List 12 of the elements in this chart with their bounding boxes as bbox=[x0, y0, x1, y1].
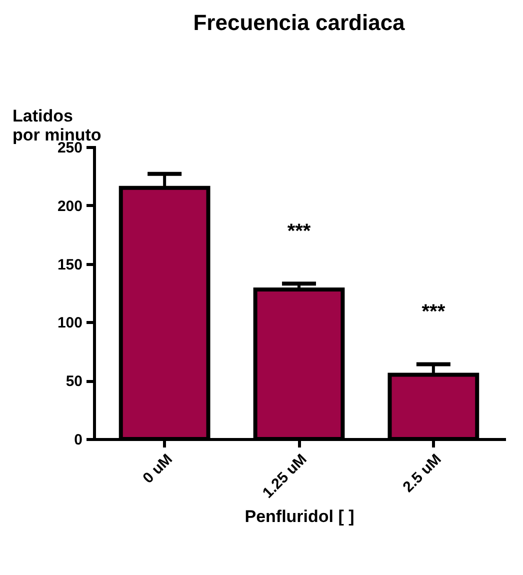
annotation: *** bbox=[287, 220, 311, 243]
y-tick-label: 250 bbox=[57, 140, 82, 156]
y-tick-label: 50 bbox=[66, 373, 82, 390]
annotation: *** bbox=[422, 301, 446, 324]
y-tick-label: 150 bbox=[57, 256, 82, 274]
y-tick-label: 100 bbox=[57, 314, 82, 332]
y-tick-label: 200 bbox=[57, 198, 82, 215]
y-tick-label: 0 bbox=[74, 432, 82, 448]
chart-title: Frecuencia cardiaca bbox=[193, 10, 406, 35]
x-tick-label: 0 uM bbox=[140, 450, 176, 487]
x-tick-label: 2.5 uM bbox=[400, 450, 445, 496]
x-axis-title: Penfluridol [ ] bbox=[244, 507, 354, 526]
